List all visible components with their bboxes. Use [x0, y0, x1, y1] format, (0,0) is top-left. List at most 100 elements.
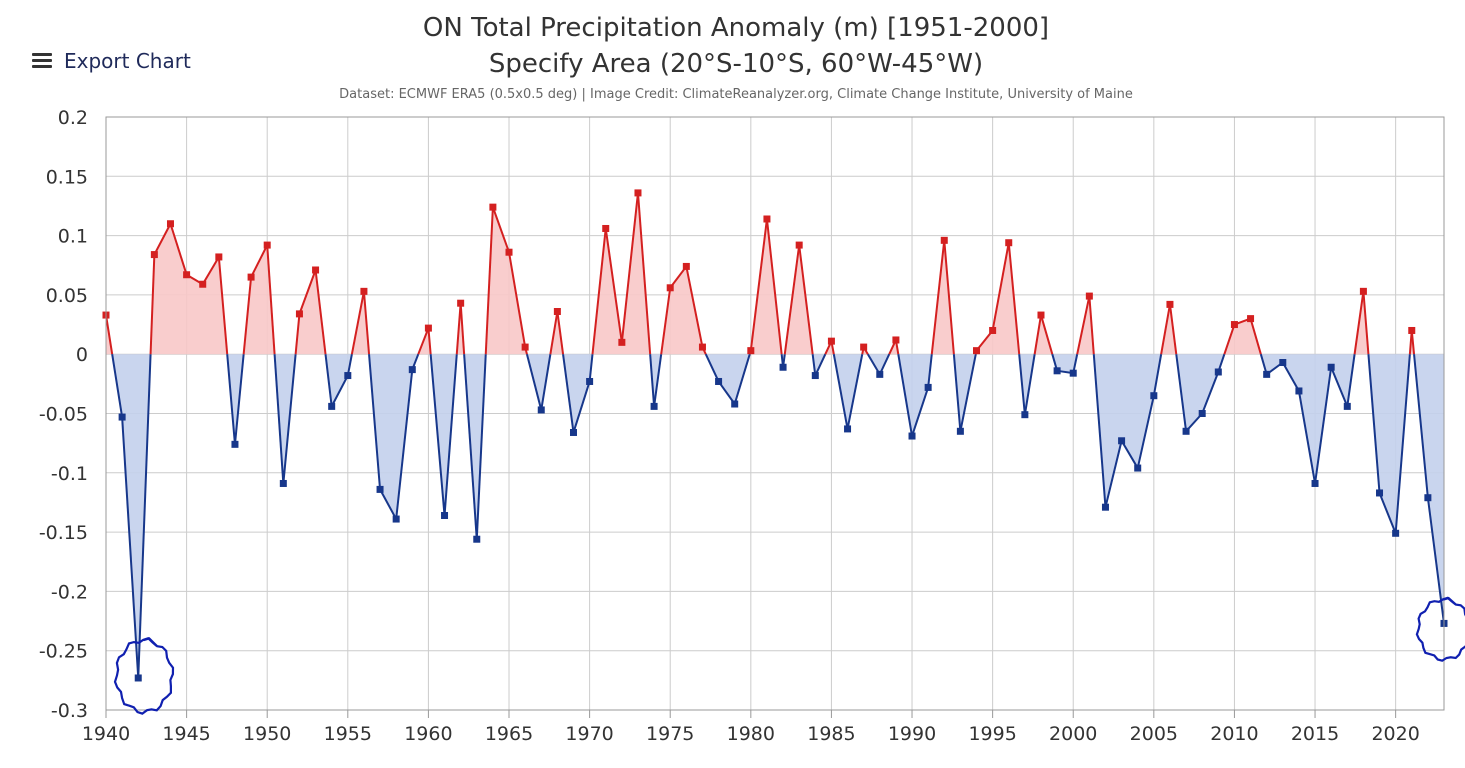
- x-tick-label: 1955: [324, 723, 372, 745]
- line-segment: [1201, 371, 1220, 414]
- line-segment: [540, 354, 552, 411]
- line-segment: [362, 291, 371, 355]
- data-point: [1424, 494, 1432, 502]
- line-segment: [1410, 330, 1416, 355]
- y-tick-label: -0.2: [51, 581, 88, 603]
- data-point: [231, 440, 239, 448]
- data-point: [1263, 370, 1271, 378]
- data-markers: [102, 189, 1448, 682]
- line-segment: [897, 354, 914, 437]
- data-point: [908, 432, 916, 440]
- line-segment: [250, 244, 269, 278]
- line-segment: [930, 240, 946, 355]
- data-point: [1247, 315, 1255, 323]
- data-point: [1376, 489, 1384, 497]
- data-point: [1134, 464, 1142, 472]
- data-point: [150, 251, 158, 259]
- line-segment: [1076, 295, 1091, 355]
- line-segment: [1297, 390, 1317, 484]
- negative-area: [106, 354, 1444, 678]
- data-point: [537, 406, 545, 414]
- line-segment: [549, 311, 559, 355]
- x-tick-label: 1985: [807, 723, 855, 745]
- line-segment: [733, 353, 751, 405]
- y-tick-label: 0: [76, 344, 88, 366]
- line-segment: [201, 256, 220, 285]
- line-segment: [1353, 291, 1365, 355]
- data-point: [215, 253, 223, 261]
- data-point: [1069, 369, 1077, 377]
- data-point: [795, 241, 803, 249]
- line-segment: [1367, 354, 1381, 494]
- data-point: [1198, 410, 1206, 417]
- hand-drawn-annotations: [113, 596, 1465, 715]
- line-segment: [484, 207, 494, 355]
- line-segment: [350, 291, 365, 355]
- data-point: [1021, 411, 1029, 419]
- line-segment: [846, 354, 864, 430]
- line-segment: [562, 354, 575, 433]
- data-point: [473, 535, 481, 543]
- line-segment: [1394, 354, 1411, 534]
- data-point: [489, 203, 497, 211]
- data-point: [860, 343, 868, 351]
- line-segment: [653, 354, 663, 407]
- data-point: [1230, 321, 1238, 329]
- line-segment: [1314, 367, 1333, 484]
- data-point: [360, 287, 368, 295]
- line-segment: [273, 354, 285, 484]
- line-segment: [368, 354, 382, 490]
- line-segment: [1007, 242, 1021, 355]
- line-segment: [427, 328, 432, 355]
- x-tick-label: 1940: [82, 723, 130, 745]
- line-segment: [282, 354, 297, 484]
- y-tick-label: -0.1: [51, 463, 88, 485]
- line-segment: [1362, 291, 1370, 355]
- data-point: [247, 273, 255, 281]
- y-tick-label: 0.15: [46, 166, 88, 188]
- menu-icon: [32, 53, 52, 69]
- x-tick-label: 1965: [485, 723, 533, 745]
- data-point: [634, 189, 642, 197]
- y-tick-label: -0.15: [39, 522, 88, 544]
- data-point: [569, 428, 577, 436]
- line-segment: [991, 242, 1010, 331]
- line-segment: [169, 223, 188, 276]
- data-point: [747, 347, 755, 355]
- line-segment: [1120, 440, 1139, 469]
- line-segment: [153, 223, 172, 256]
- data-point: [1101, 503, 1109, 511]
- line-segment: [443, 354, 458, 516]
- series-line: [105, 192, 1445, 679]
- line-segment: [346, 354, 353, 376]
- line-segment: [832, 354, 849, 430]
- data-point: [1343, 402, 1351, 410]
- line-segment: [636, 192, 652, 355]
- line-segment: [588, 354, 594, 382]
- line-segment: [783, 244, 801, 355]
- line-segment: [463, 354, 478, 540]
- x-tick-label: 1950: [243, 723, 291, 745]
- line-segment: [455, 303, 462, 355]
- data-point: [1311, 479, 1319, 487]
- line-segment: [649, 354, 656, 407]
- line-segment: [811, 354, 817, 376]
- line-segment: [749, 218, 768, 351]
- annotation-circle: [113, 636, 175, 715]
- data-point: [505, 248, 513, 256]
- line-segment: [217, 256, 229, 355]
- data-point: [424, 324, 432, 332]
- export-chart-button[interactable]: Export Chart: [32, 44, 191, 78]
- data-point: [1182, 427, 1190, 435]
- data-point: [1295, 387, 1303, 395]
- data-point: [1037, 311, 1045, 319]
- line-segment: [1018, 354, 1026, 415]
- data-point: [408, 366, 416, 374]
- line-segment: [717, 380, 736, 405]
- line-segment: [620, 192, 639, 343]
- line-segment: [226, 354, 236, 445]
- data-point: [731, 400, 739, 408]
- line-segment: [959, 354, 977, 432]
- data-point: [1053, 367, 1061, 375]
